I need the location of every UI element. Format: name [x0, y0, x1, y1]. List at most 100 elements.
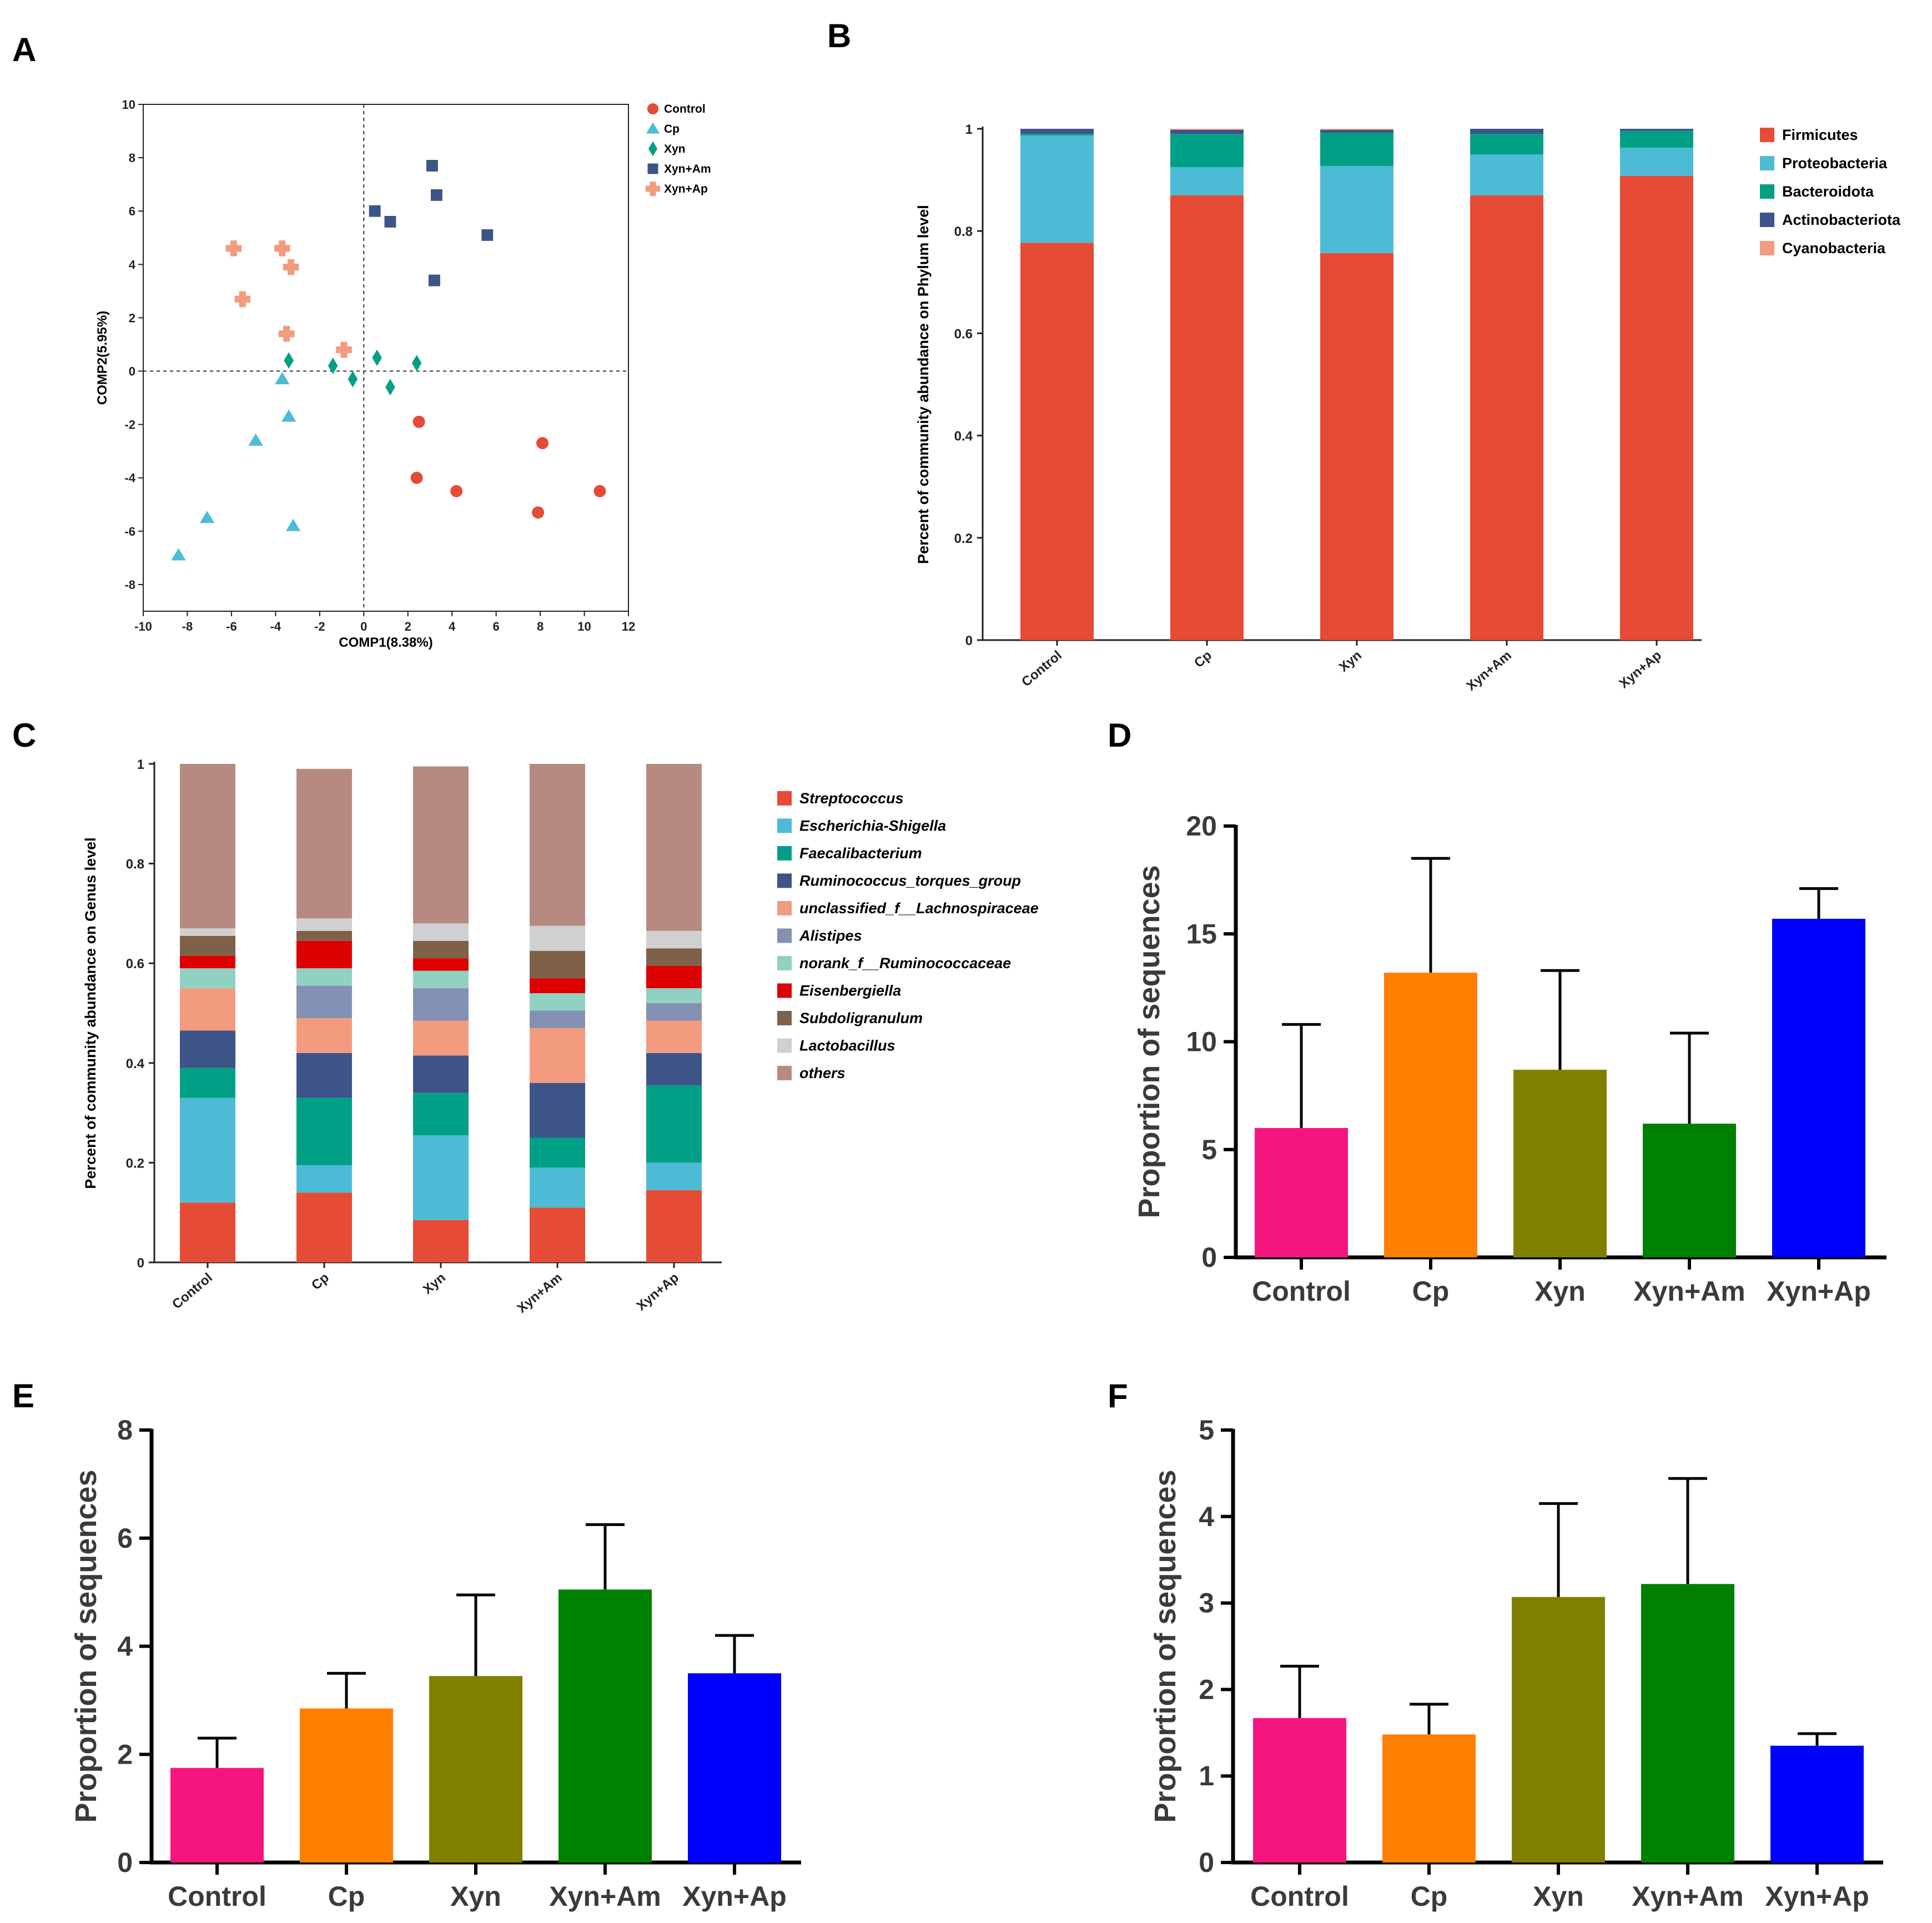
- point-control: [412, 415, 425, 428]
- legend-marker-cp: [646, 122, 660, 134]
- legend-label-unclassified-f-lachnospiraceae: unclassified_f__Lachnospiraceae: [799, 900, 1039, 917]
- bar-segment-xyn-alistipes: [413, 988, 469, 1021]
- point-control: [593, 485, 606, 497]
- legend-label-cp: Cp: [664, 123, 680, 135]
- panel-label-f: F: [1108, 1377, 1128, 1414]
- y-tick-label: 10: [122, 98, 135, 112]
- panel-label-b: B: [827, 17, 851, 54]
- bar-segment-xyn-ap-ruminococcus-torques-group: [646, 1053, 702, 1086]
- bar-segment-xyn-am-bacteroidota: [1470, 134, 1543, 155]
- bar-xyn-am: [559, 1589, 652, 1862]
- bar-segment-xyn-ap-lactobacillus: [646, 930, 702, 949]
- bar-segment-cp-streptococcus: [296, 1192, 352, 1262]
- bar-segment-xyn-streptococcus: [413, 1220, 469, 1262]
- point-xyn: [411, 355, 422, 371]
- bar-segment-cp-actinobacteriota: [1170, 129, 1244, 134]
- bar-segment-xyn-eisenbergiella: [413, 958, 469, 971]
- point-xyn-ap: [336, 341, 352, 358]
- bar-segment-xyn-others: [413, 766, 469, 924]
- y-tick-label: 6: [117, 1523, 133, 1554]
- x-tick-label: -6: [226, 620, 237, 633]
- point-xyn-am: [428, 274, 440, 286]
- x-tick-label: Xyn: [450, 1881, 501, 1912]
- x-tick-label: Xyn+Am: [1632, 1881, 1743, 1912]
- y-tick-label: 2: [129, 311, 135, 325]
- y-tick-label: 0: [117, 1847, 133, 1878]
- bar-segment-control-escherichia-shigella: [180, 1098, 235, 1203]
- bar-segment-cp-alistipes: [296, 985, 352, 1018]
- panel-f-bar-chart: 0 1 2 3 4 5 Proportion of sequences Control Cp Xy…: [1149, 1414, 1883, 1912]
- y-tick-label: 0.4: [954, 429, 973, 444]
- legend-label-lactobacillus: Lactobacillus: [799, 1038, 895, 1054]
- y-tick-label: 4: [129, 258, 136, 271]
- y-tick-label: 0: [129, 365, 135, 379]
- bar-segment-control-subdoligranulum: [180, 935, 235, 956]
- point-control: [532, 506, 545, 519]
- legend-swatch-faecalibacterium: [777, 846, 792, 860]
- plot-frame: [143, 104, 629, 612]
- bar-segment-control-proteobacteria: [1020, 135, 1094, 243]
- y-tick-label: -8: [124, 578, 135, 592]
- point-xyn: [372, 349, 382, 366]
- point-xyn: [385, 379, 395, 396]
- legend-label-norank-f-ruminococcaceae: norank_f__Ruminococcaceae: [799, 955, 1011, 971]
- legend-swatch-proteobacteria: [1760, 156, 1774, 170]
- bar-segment-xyn-ap-streptococcus: [646, 1190, 702, 1262]
- point-xyn-ap: [274, 240, 290, 256]
- bar-xyn-am: [1643, 1124, 1736, 1257]
- bar-segment-xyn-ap-eisenbergiella: [646, 965, 702, 989]
- legend-label-escherichia-shigella: Escherichia-Shigella: [799, 818, 946, 834]
- point-cp: [200, 511, 215, 523]
- y-tick-label: 0.8: [126, 857, 144, 872]
- bar-segment-control-firmicutes: [1020, 243, 1094, 640]
- legend-swatch-others: [777, 1066, 792, 1080]
- bar-xyn: [1512, 1597, 1605, 1862]
- y-tick-label: 8: [129, 151, 135, 165]
- y-tick-label: 0: [965, 633, 973, 648]
- point-cp: [248, 433, 263, 446]
- bar-segment-xyn-am-escherichia-shigella: [530, 1167, 585, 1208]
- bar-segment-cp-others: [296, 768, 352, 919]
- y-tick-label: 15: [1186, 918, 1217, 949]
- x-tick-label: Control: [1250, 1881, 1349, 1912]
- y-tick-label: 5: [1199, 1414, 1214, 1446]
- bar-xyn-ap: [1772, 919, 1865, 1257]
- point-xyn-am: [426, 160, 438, 172]
- bar-segment-cp-bacteroidota: [1170, 134, 1244, 168]
- x-tick-label: -4: [270, 620, 281, 633]
- panel-d-bar-chart: 0 5 10 15 20 Proportion of sequences Control Cp…: [1133, 811, 1886, 1307]
- bar-segment-cp-ruminococcus-torques-group: [296, 1053, 352, 1098]
- x-tick-label: 8: [537, 620, 544, 633]
- bar-segment-xyn-ap-actinobacteriota: [1620, 129, 1693, 131]
- x-tick-label: 10: [577, 620, 591, 633]
- legend-label-faecalibacterium: Faecalibacterium: [799, 845, 922, 862]
- bar-segment-cp-lactobacillus: [296, 918, 352, 931]
- x-tick-label: Xyn+Ap: [682, 1881, 787, 1912]
- y-tick-label: 1: [137, 757, 144, 772]
- y-tick-label: -2: [124, 418, 135, 432]
- bar-segment-xyn-am-faecalibacterium: [530, 1137, 585, 1168]
- point-cp: [275, 372, 290, 385]
- bar-segment-xyn-am-proteobacteria: [1470, 154, 1543, 195]
- point-xyn: [284, 352, 294, 369]
- y-tick-label: 4: [117, 1631, 133, 1662]
- bar-segment-xyn-ap-alistipes: [646, 1003, 702, 1021]
- bar-segment-control-eisenbergiella: [180, 955, 235, 969]
- legend-swatch-eisenbergiella: [777, 983, 792, 998]
- bar-segment-xyn-ap-unclassified-f-lachnospiraceae: [646, 1020, 702, 1053]
- point-xyn-ap: [278, 325, 295, 342]
- y-axis-title: Percent of community abundance on Phylum…: [915, 205, 932, 564]
- bar-control: [170, 1768, 264, 1862]
- y-tick-label: 0.2: [126, 1156, 144, 1171]
- bar-segment-cp-cyanobacteria: [1170, 129, 1244, 130]
- bar-segment-xyn-lactobacillus: [413, 923, 469, 941]
- bar-segment-control-unclassified-f-lachnospiraceae: [180, 988, 235, 1031]
- legend-swatch-alistipes: [777, 928, 792, 943]
- point-xyn-am: [384, 215, 396, 228]
- legend-swatch-unclassified-f-lachnospiraceae: [777, 901, 792, 915]
- bar-segment-cp-unclassified-f-lachnospiraceae: [296, 1018, 352, 1053]
- bar-segment-xyn-am-subdoligranulum: [530, 950, 585, 979]
- legend-label-eisenbergiella: Eisenbergiella: [799, 983, 901, 999]
- point-xyn-ap: [234, 291, 251, 308]
- bar-segment-cp-norank-f-ruminococcaceae: [296, 968, 352, 986]
